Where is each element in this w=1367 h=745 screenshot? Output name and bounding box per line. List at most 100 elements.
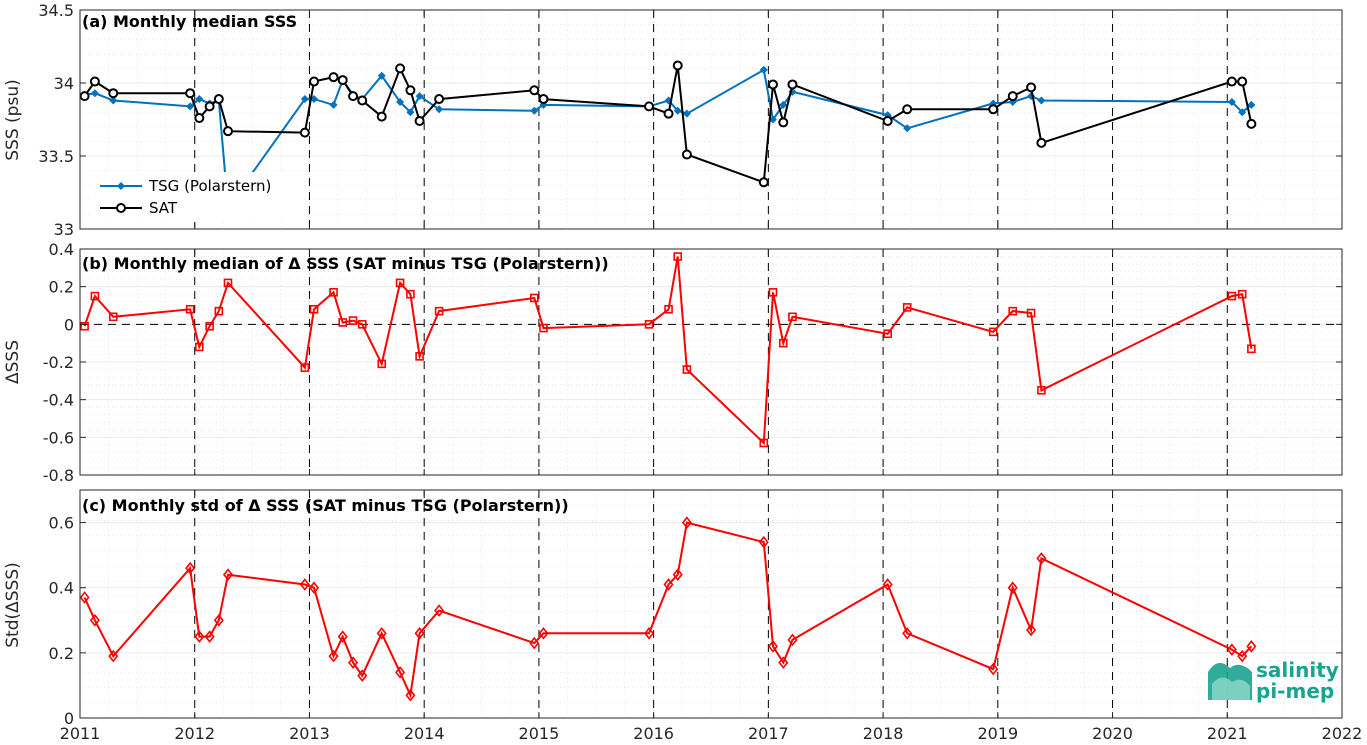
data-point (538, 94, 549, 105)
data-point (882, 578, 893, 591)
series-line (84, 68, 1253, 210)
data-point (195, 342, 204, 352)
data-point (377, 359, 387, 369)
data-point (767, 640, 778, 653)
data-point (787, 633, 798, 647)
data-point (672, 568, 683, 581)
data-point (539, 323, 548, 333)
data-point (663, 108, 674, 119)
data-point (759, 438, 769, 448)
data-point (1237, 289, 1247, 299)
data-point (185, 561, 196, 575)
data-point (194, 630, 205, 643)
data-point (530, 106, 539, 115)
data-point (89, 76, 100, 87)
y-tick-label: 0.6 (49, 514, 74, 533)
data-point (300, 95, 309, 104)
data-point (338, 318, 348, 327)
data-point (348, 316, 358, 325)
data-point (213, 614, 224, 627)
legend-marker-tsg (117, 182, 125, 190)
data-point (204, 101, 215, 112)
data-point (1247, 344, 1256, 354)
data-point (434, 604, 445, 617)
data-point (768, 288, 778, 297)
data-point (194, 113, 205, 124)
data-point (1237, 76, 1248, 87)
logo-line2: pi-mep (1256, 679, 1334, 703)
data-point (309, 76, 320, 87)
data-point (299, 127, 310, 138)
data-point (309, 304, 319, 314)
data-point (1037, 96, 1046, 105)
data-point (758, 535, 769, 549)
legend: TSG (Polarstern) SAT (92, 172, 302, 222)
x-tick-label: 2020 (1092, 724, 1133, 743)
data-point (767, 79, 778, 90)
y-tick-label: 33 (54, 220, 74, 239)
series-line (83, 521, 1253, 699)
data-point (988, 104, 999, 115)
data-point (529, 85, 540, 96)
data-point (214, 306, 224, 316)
data-point (348, 656, 359, 669)
series-line (83, 65, 1253, 184)
x-tick-label: 2014 (404, 724, 445, 743)
y-tick-label: -0.4 (43, 391, 74, 410)
series-line (83, 256, 1253, 446)
data-point (988, 662, 999, 676)
data-point (644, 101, 655, 112)
data-point (79, 591, 90, 604)
data-point (376, 111, 387, 122)
logo-line1: salinity (1256, 658, 1339, 682)
y-tick-label: 0 (64, 709, 74, 728)
data-point (434, 94, 445, 105)
data-point (681, 516, 692, 529)
data-point (405, 85, 416, 96)
data-point (673, 252, 683, 261)
panel-a-title: (a) Monthly median SSS (82, 12, 297, 31)
data-point (337, 75, 348, 86)
panel-a: 33 33.5 34 34.5 (a) Monthly median SSS SSS … (3, 1, 1343, 239)
x-tick-label: 2022 (1322, 724, 1363, 743)
data-point (328, 72, 339, 83)
panel-b-title: (b) Monthly median of Δ SSS (SAT minus T… (82, 254, 609, 273)
data-point (337, 630, 348, 643)
data-point (1036, 137, 1047, 148)
data-point (185, 88, 196, 99)
data-point (1247, 100, 1256, 109)
data-point (89, 614, 100, 627)
data-point (778, 338, 788, 348)
data-point (79, 91, 90, 102)
data-point (328, 649, 339, 663)
data-point (768, 115, 777, 124)
data-point (883, 329, 892, 339)
data-point (204, 630, 215, 643)
data-point (663, 578, 674, 591)
x-tick-label: 2017 (748, 724, 789, 743)
data-point (348, 91, 359, 102)
data-point (415, 352, 424, 361)
x-tick-label: 2015 (519, 724, 560, 743)
data-point (109, 96, 118, 105)
data-point (778, 117, 789, 128)
data-point (357, 669, 368, 682)
legend-marker-sat (116, 203, 126, 213)
data-point (223, 278, 233, 288)
data-point (108, 88, 119, 99)
data-point (108, 649, 119, 663)
panel-c-ylabel: Std(ΔSSS) (3, 562, 23, 648)
data-point (1026, 82, 1037, 93)
panel-b-ylabel: ΔSSS (3, 340, 23, 384)
data-point (672, 60, 683, 71)
data-point (1008, 306, 1018, 316)
data-point (882, 115, 893, 126)
data-point (395, 278, 405, 288)
panel-c-title: (c) Monthly std of Δ SSS (SAT minus TSG … (82, 496, 569, 515)
data-point (1246, 118, 1257, 129)
data-point (195, 95, 204, 104)
x-tick-label: 2013 (289, 724, 330, 743)
x-tick-label: 2012 (174, 724, 215, 743)
panel-b: -0.8 -0.6 -0.4 -0.2 0 0.2 0.4 (b) Monthly medi… (3, 240, 1343, 485)
